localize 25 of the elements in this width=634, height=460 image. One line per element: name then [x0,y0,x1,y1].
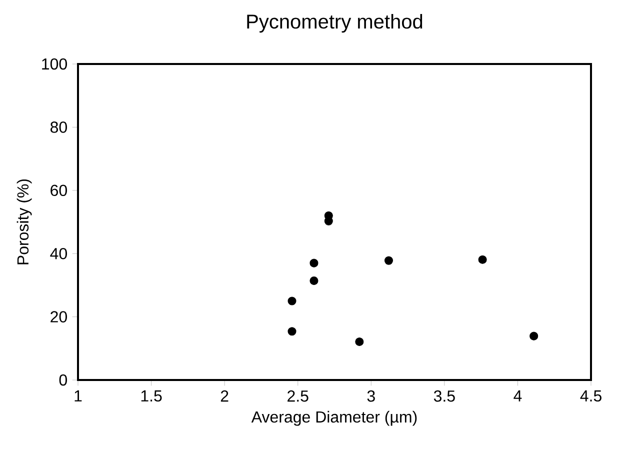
x-tick-label: 1.5 [141,390,162,402]
point [288,327,296,336]
point [310,258,318,268]
y-tick-label: 40 [50,248,67,260]
point [384,256,394,265]
y-tick-label: 100 [42,58,67,70]
y-tick-label: 0 [59,374,67,386]
chart-title: Pycnometry method [247,14,422,33]
x-axis-title: Average Diameter (µm) [251,410,417,426]
x-tick-label: 3.5 [434,390,455,402]
point [288,296,296,306]
x-tick-label: 4 [514,390,522,402]
x-tick-label: 2.5 [288,390,308,402]
x-tick-label: 4.5 [580,390,602,402]
x-tick-label: 1 [74,390,82,402]
point [530,332,538,340]
point [478,255,487,264]
x-tick-label: 2 [220,390,228,402]
y-tick-label: 60 [50,184,67,196]
x-tick-label: 3 [367,390,375,402]
point [310,276,318,286]
point [355,337,364,346]
y-tick-label: 80 [50,122,67,133]
y-tick-label: 20 [50,311,67,322]
y-axis-title: Porosity (%) [16,179,32,264]
